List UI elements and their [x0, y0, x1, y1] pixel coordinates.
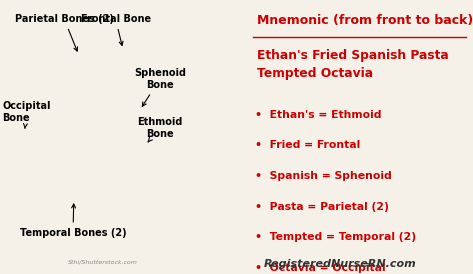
Text: Temporal Bones (2): Temporal Bones (2) — [20, 204, 126, 238]
Text: Mnemonic (from front to back):: Mnemonic (from front to back): — [257, 14, 473, 27]
Text: Sphenoid
Bone: Sphenoid Bone — [134, 68, 186, 106]
Text: RegisteredNurseRN.com: RegisteredNurseRN.com — [264, 259, 417, 269]
Text: •  Octavia = Occipital: • Octavia = Occipital — [255, 263, 385, 273]
Text: Parietal Bones (2): Parietal Bones (2) — [15, 14, 114, 51]
Text: •  Fried = Frontal: • Fried = Frontal — [255, 140, 360, 150]
Text: Ethmoid
Bone: Ethmoid Bone — [137, 117, 183, 142]
Text: Occipital
Bone: Occipital Bone — [2, 101, 51, 128]
Text: Frontal Bone: Frontal Bone — [80, 14, 151, 45]
Text: •  Spanish = Sphenoid: • Spanish = Sphenoid — [255, 171, 392, 181]
Text: •  Tempted = Temporal (2): • Tempted = Temporal (2) — [255, 232, 416, 242]
Text: Sthi/Shutterstock.com: Sthi/Shutterstock.com — [69, 259, 138, 264]
Text: •  Pasta = Parietal (2): • Pasta = Parietal (2) — [255, 202, 389, 212]
Text: Ethan's Fried Spanish Pasta
Tempted Octavia: Ethan's Fried Spanish Pasta Tempted Octa… — [257, 49, 449, 80]
Text: •  Ethan's = Ethmoid: • Ethan's = Ethmoid — [255, 110, 382, 119]
